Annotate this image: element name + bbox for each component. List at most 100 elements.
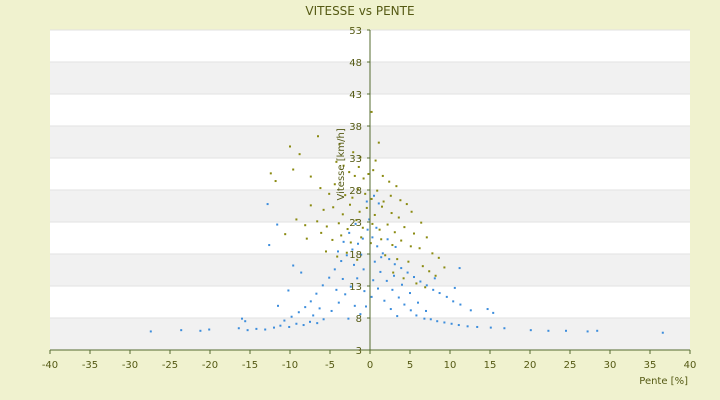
scatter-point	[365, 200, 368, 203]
scatter-point	[357, 188, 359, 191]
y-tick-label: 48	[349, 58, 362, 69]
scatter-point	[405, 203, 408, 206]
scatter-point	[290, 315, 293, 318]
x-axis-ticks: -40 -35 -30 -25 -20 -15 -10 -5 0 5 10 15 20 25 30 35 40	[42, 350, 696, 371]
scatter-point	[380, 238, 383, 241]
x-tick-label: -25	[162, 360, 178, 371]
y-tick-label: 13	[349, 282, 362, 293]
series-blue-points	[149, 194, 664, 334]
scatter-point	[333, 183, 336, 186]
scatter-point	[309, 320, 311, 323]
scatter-point	[357, 242, 359, 245]
scatter-point	[436, 320, 439, 323]
scatter-point	[356, 258, 359, 261]
y-tick-label: 38	[349, 122, 362, 133]
scatter-point	[596, 329, 599, 332]
scatter-point	[322, 318, 325, 321]
scatter-point	[309, 204, 312, 207]
scatter-point	[421, 265, 424, 268]
scatter-point	[284, 233, 287, 236]
scatter-point	[332, 206, 335, 209]
scatter-point	[406, 271, 409, 274]
scatter-point	[341, 213, 344, 216]
scatter-point	[316, 322, 319, 325]
scatter-point	[344, 194, 347, 197]
scatter-point	[371, 236, 374, 239]
x-tick-label: 15	[484, 360, 497, 371]
scatter-point	[312, 314, 315, 317]
scatter-point	[241, 317, 243, 320]
scatter-point	[458, 267, 461, 270]
scatter-point	[316, 220, 319, 223]
x-tick-label: -20	[202, 360, 218, 371]
scatter-point	[457, 324, 460, 327]
scatter-point	[372, 279, 375, 282]
scatter-point	[322, 208, 325, 211]
scatter-point	[340, 260, 343, 263]
scatter-point	[420, 221, 423, 224]
scatter-point	[348, 231, 351, 234]
scatter-point	[354, 222, 357, 225]
scatter-point	[428, 270, 431, 273]
scatter-point	[403, 226, 406, 229]
scatter-point	[409, 309, 412, 312]
scatter-point	[383, 299, 386, 302]
chart-title: VITESSE vs PENTE	[305, 4, 414, 18]
scatter-point	[565, 329, 567, 332]
scatter-point	[376, 245, 379, 248]
scatter-point	[360, 236, 363, 239]
scatter-point	[369, 242, 372, 245]
scatter-point	[389, 194, 392, 197]
scatter-point	[370, 295, 373, 298]
scatter-point	[367, 173, 370, 175]
scatter-point	[309, 175, 312, 178]
scatter-point	[356, 277, 359, 280]
scatter-point	[373, 213, 376, 216]
scatter-point	[360, 253, 363, 256]
scatter-point	[431, 252, 434, 255]
scatter-point	[149, 330, 152, 333]
scatter-point	[315, 292, 318, 295]
scatter-point	[346, 228, 349, 231]
scatter-point	[268, 244, 271, 247]
scatter-point	[353, 174, 356, 177]
scatter-point	[349, 285, 352, 288]
scatter-point	[453, 286, 456, 289]
scatter-point	[378, 228, 381, 231]
scatter-point	[409, 245, 412, 248]
scatter-point	[388, 258, 391, 261]
scatter-point	[429, 318, 432, 321]
scatter-point	[403, 303, 406, 306]
y-tick-label: 3	[356, 346, 362, 357]
scatter-point	[443, 266, 446, 269]
scatter-point	[355, 219, 358, 222]
scatter-point	[304, 306, 307, 309]
scatter-point	[358, 210, 361, 213]
scatter-point	[547, 329, 550, 332]
scatter-point	[391, 244, 394, 247]
scatter-point	[365, 206, 368, 209]
scatter-point	[321, 284, 324, 287]
x-tick-label: 5	[407, 360, 413, 371]
scatter-point	[450, 322, 453, 325]
scatter-point	[419, 280, 422, 283]
scatter-point	[370, 197, 373, 200]
scatter-point	[415, 314, 418, 317]
scatter-point	[423, 317, 426, 320]
scatter-point	[288, 325, 291, 328]
scatter-point	[432, 288, 435, 291]
scatter-point	[438, 292, 441, 295]
scatter-point	[325, 250, 327, 253]
scatter-point	[382, 200, 385, 203]
scatter-point	[417, 301, 419, 304]
scatter-point	[413, 232, 415, 235]
scatter-point	[337, 250, 339, 253]
scatter-point	[401, 283, 403, 286]
x-tick-label: -35	[82, 360, 98, 371]
scatter-point	[304, 224, 307, 227]
scatter-point	[276, 223, 279, 226]
scatter-point	[362, 268, 365, 271]
scatter-point	[357, 165, 360, 168]
scatter-point	[345, 251, 348, 254]
y-tick-label: 18	[349, 250, 362, 261]
